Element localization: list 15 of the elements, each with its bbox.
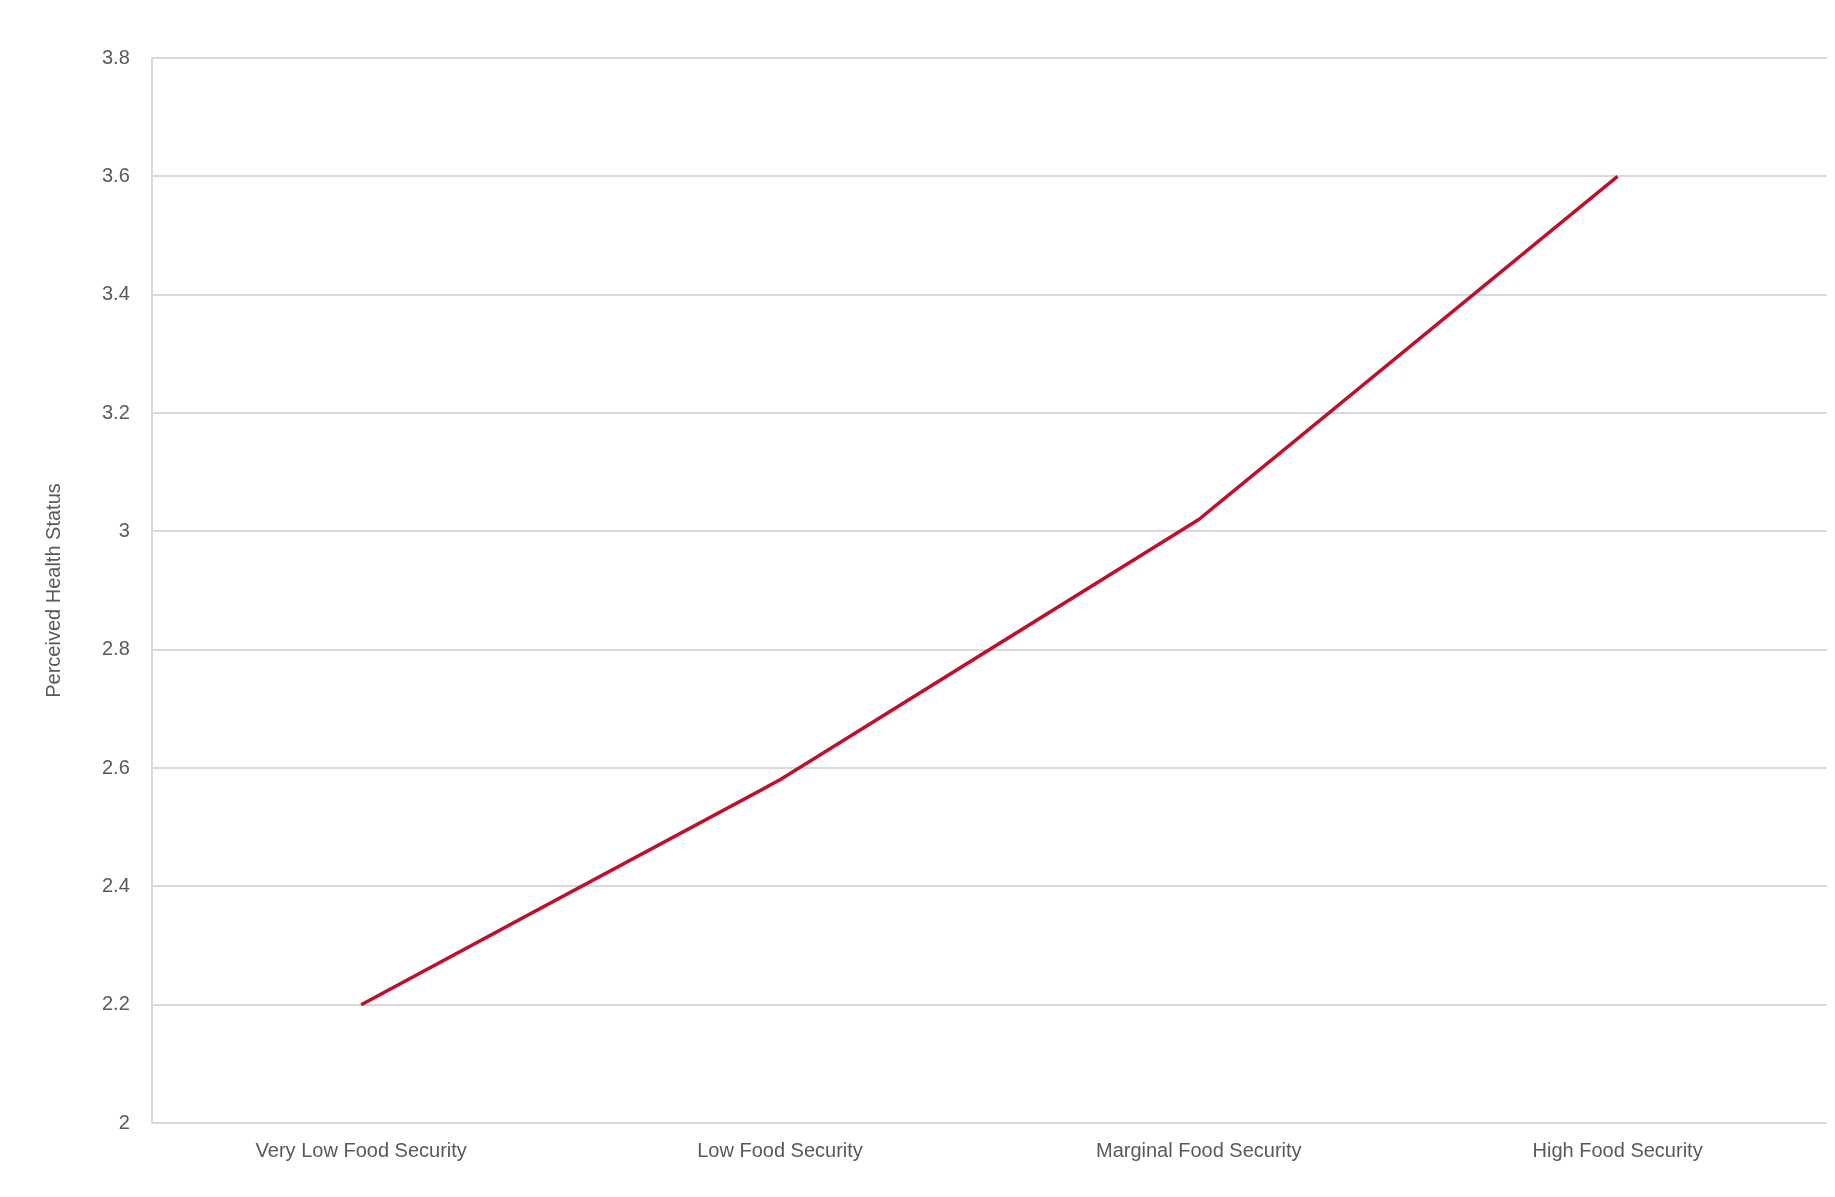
y-tick-label: 3.6: [101, 163, 130, 186]
y-axis-title: Perceived Health Status: [41, 483, 64, 698]
y-tick-label: 2: [118, 1110, 130, 1133]
y-tick-label: 2.2: [101, 992, 130, 1015]
y-tick-label: 3.2: [101, 400, 130, 423]
y-tick-label: 3: [118, 518, 130, 541]
x-tick-label: Very Low Food Security: [255, 1138, 467, 1161]
y-tick-label: 3.8: [101, 45, 130, 68]
y-tick-label: 2.4: [101, 873, 130, 896]
y-tick-label: 2.6: [101, 755, 130, 778]
x-tick-label: Marginal Food Security: [1095, 1138, 1302, 1161]
x-tick-label: High Food Security: [1532, 1138, 1703, 1161]
y-tick-label: 2.8: [101, 637, 130, 660]
y-tick-label: 3.4: [101, 282, 130, 305]
x-tick-label: Low Food Security: [697, 1138, 863, 1161]
